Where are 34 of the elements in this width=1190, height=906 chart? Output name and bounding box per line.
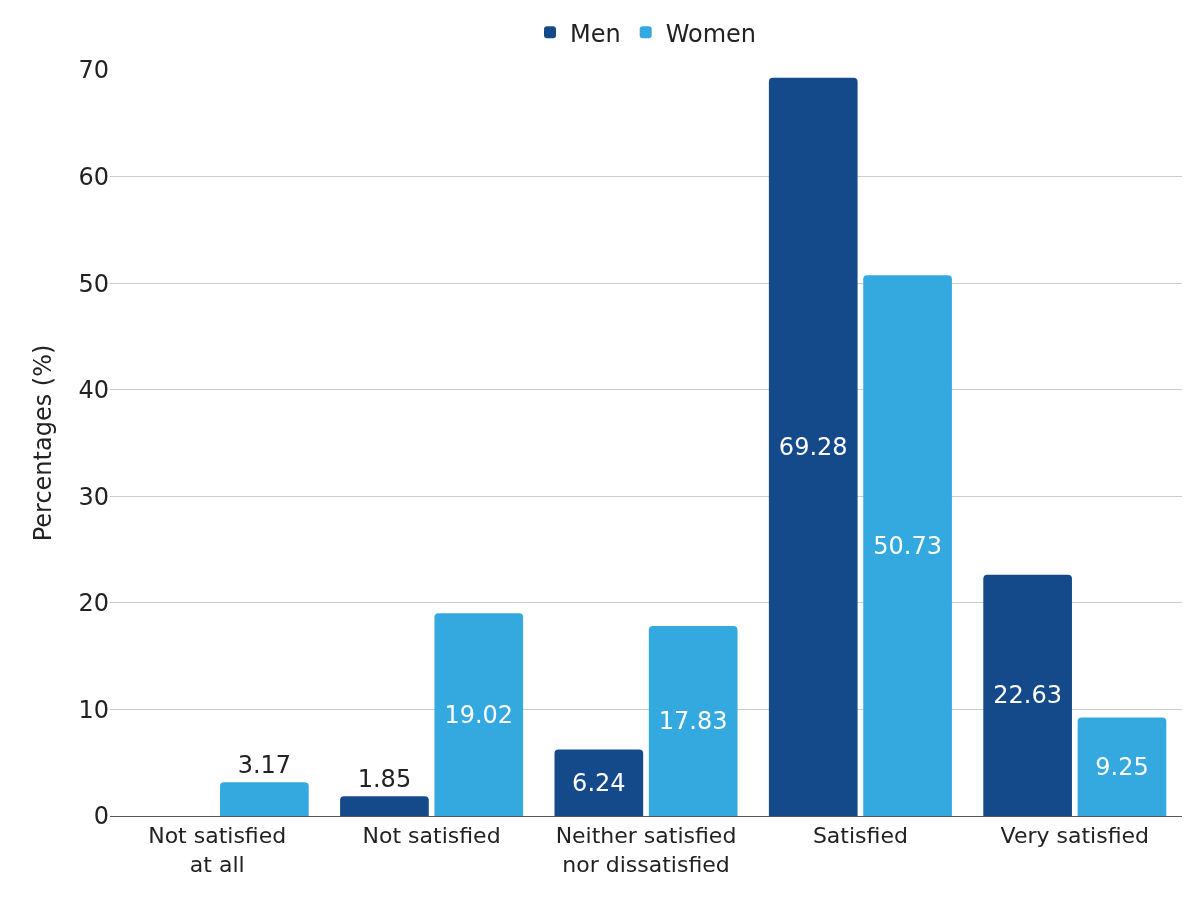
- data-label: 69.28: [778, 432, 848, 461]
- data-label: 19.02: [444, 700, 514, 729]
- bar: [220, 782, 309, 816]
- y-tick-label: 10: [78, 695, 109, 724]
- data-label: 22.63: [993, 681, 1062, 710]
- x-tick-label: Not satisfied at all: [148, 823, 287, 877]
- bar: [434, 613, 524, 816]
- y-tick-label: 20: [78, 589, 109, 618]
- legend-label: Women: [665, 19, 757, 48]
- bar: [983, 574, 1072, 816]
- x-tick-label: Neither satisfied nor dissatisfied: [555, 823, 737, 877]
- data-label: 1.85: [357, 765, 412, 794]
- y-tick-label: 60: [78, 162, 109, 191]
- bar: [648, 625, 738, 816]
- legend-label: Men: [570, 19, 621, 48]
- x-tick-label: Not satisfied: [362, 823, 501, 849]
- data-label: 17.83: [658, 706, 728, 735]
- y-tick-label: 40: [78, 376, 109, 405]
- data-label: 3.17: [237, 751, 292, 780]
- y-tick-label: 0: [93, 802, 109, 831]
- bar: [863, 275, 952, 816]
- bar: [554, 749, 644, 816]
- x-tick-label: Satisfied: [812, 823, 908, 849]
- data-label: 6.24: [572, 768, 626, 797]
- x-tick-label: Very satisfied: [1000, 823, 1150, 849]
- y-tick-label: 70: [78, 56, 109, 85]
- y-axis-title: Percentages (%): [28, 344, 57, 542]
- bar: [1077, 717, 1167, 816]
- data-label: 9.25: [1095, 752, 1149, 781]
- y-tick-label: 50: [78, 269, 109, 298]
- bar: [340, 796, 429, 816]
- y-tick-label: 30: [78, 482, 109, 511]
- data-label: 50.73: [873, 531, 942, 560]
- bar: [768, 77, 858, 816]
